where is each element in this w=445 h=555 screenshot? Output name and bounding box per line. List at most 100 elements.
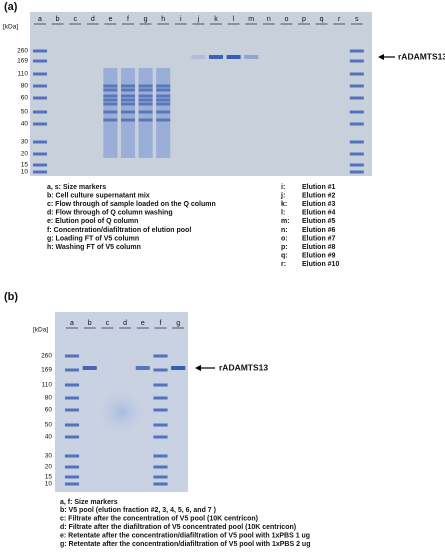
legend-key: i: xyxy=(281,184,285,191)
band xyxy=(153,354,168,358)
band xyxy=(82,366,97,370)
band xyxy=(153,482,168,486)
band xyxy=(64,465,80,469)
band xyxy=(64,475,80,479)
band xyxy=(349,152,364,156)
lane-label: i xyxy=(180,16,182,23)
band xyxy=(171,366,186,370)
lane-label: h xyxy=(161,16,165,23)
legend-line: g: Retentate after the concentration/dia… xyxy=(60,541,310,548)
annotation: rADAMTS13 xyxy=(398,51,445,61)
band xyxy=(120,84,136,88)
band xyxy=(64,423,80,427)
band xyxy=(32,59,48,63)
lane-label: d xyxy=(91,16,95,23)
band xyxy=(32,96,48,100)
lane-label: f xyxy=(127,16,129,23)
lane-label: s xyxy=(355,16,359,23)
panel-label: (b) xyxy=(4,291,18,303)
smear xyxy=(94,386,150,438)
marker-label: 110 xyxy=(42,382,53,389)
band xyxy=(32,152,48,156)
marker-label: 60 xyxy=(45,407,53,414)
marker-label: 30 xyxy=(45,453,53,460)
band xyxy=(103,102,118,106)
lane-label: c xyxy=(106,320,110,327)
band xyxy=(64,408,80,412)
band xyxy=(103,110,118,114)
band xyxy=(153,383,168,387)
unit-label: [kDa] xyxy=(3,24,18,31)
gel-a xyxy=(30,12,372,176)
band xyxy=(32,110,48,114)
band xyxy=(135,366,150,370)
lane-label: q xyxy=(320,16,324,23)
band xyxy=(64,482,80,486)
lane-label: l xyxy=(233,16,235,23)
band xyxy=(120,110,136,114)
band xyxy=(349,84,364,88)
band xyxy=(138,98,153,102)
marker-label: 60 xyxy=(21,95,29,102)
marker-label: 50 xyxy=(45,422,53,429)
legend-line: b: V5 pool (elution fraction #2, 3, 4, 5… xyxy=(60,507,216,514)
legend-key: p: xyxy=(281,244,288,251)
legend-line: f: Concentration/diafiltration of elutio… xyxy=(47,227,191,234)
band xyxy=(32,49,48,53)
band xyxy=(349,170,364,174)
lane-label: g xyxy=(176,320,180,327)
band xyxy=(153,423,168,427)
legend-line: c: Flow through of sample loaded on the … xyxy=(47,201,216,208)
marker-label: 20 xyxy=(21,151,29,158)
band xyxy=(120,118,136,122)
annotation: rADAMTS13 xyxy=(219,362,268,372)
legend-line: e: Retentate after the concentration/dia… xyxy=(60,532,310,539)
band xyxy=(138,118,153,122)
marker-label: 40 xyxy=(45,434,53,441)
band xyxy=(103,84,118,88)
legend-text: Elution #7 xyxy=(302,235,336,242)
band xyxy=(32,163,48,167)
band xyxy=(153,454,168,458)
band xyxy=(349,96,364,100)
legend-text: Elution #10 xyxy=(302,261,339,268)
band xyxy=(349,72,364,76)
marker-label: 10 xyxy=(21,169,29,176)
legend-line: d: Filtrate after the diafiltration of V… xyxy=(60,524,296,531)
band xyxy=(244,55,259,59)
band xyxy=(120,88,136,92)
band xyxy=(156,102,171,106)
band xyxy=(156,84,171,88)
band xyxy=(138,94,153,98)
legend-text: Elution #8 xyxy=(302,244,336,251)
legend-line: g: Loading FT of V5 column xyxy=(47,235,139,242)
arrow-head xyxy=(378,54,384,60)
legend-key: l: xyxy=(281,210,285,217)
marker-label: 260 xyxy=(17,48,28,55)
band xyxy=(32,170,48,174)
marker-label: 260 xyxy=(41,353,52,360)
legend-line: a, f: Size markers xyxy=(60,499,118,506)
band xyxy=(138,88,153,92)
legend-text: Elution #6 xyxy=(302,227,336,234)
lane-label: k xyxy=(214,16,218,23)
legend-line: b: Cell culture supernatant mix xyxy=(47,192,150,199)
lane-label: a xyxy=(38,16,42,23)
band xyxy=(138,84,153,88)
band xyxy=(156,98,171,102)
band xyxy=(32,84,48,88)
band xyxy=(64,354,80,358)
legend-key: r: xyxy=(281,261,286,268)
band xyxy=(349,140,364,144)
lane-label: d xyxy=(123,320,127,327)
legend-key: k: xyxy=(281,201,287,208)
band xyxy=(349,110,364,114)
lane-label: f xyxy=(160,320,162,327)
band xyxy=(64,435,80,439)
band xyxy=(191,55,206,59)
marker-label: 30 xyxy=(21,139,29,146)
marker-label: 20 xyxy=(45,464,53,471)
lane-label: c xyxy=(73,16,77,23)
band xyxy=(138,110,153,114)
